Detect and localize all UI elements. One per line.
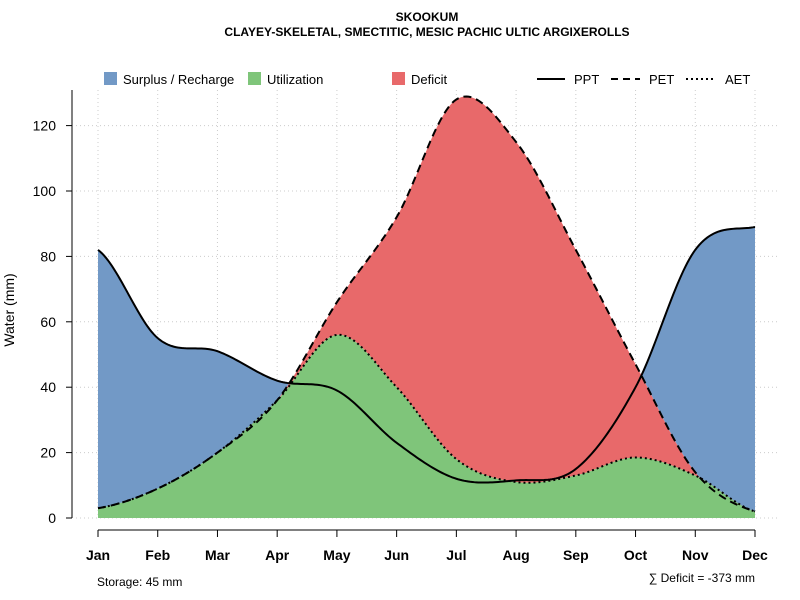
chart-subtitle: CLAYEY-SKELETAL, SMECTITIC, MESIC PACHIC… [224, 25, 629, 39]
series-line-ppt [97, 225, 756, 484]
x-tick-label-feb: Feb [145, 547, 170, 563]
area-surplus-recharge [98, 96, 755, 512]
chart-title: SKOOKUM [396, 10, 459, 24]
x-tick-label-jul: Jul [446, 547, 466, 563]
y-tick-label: 40 [40, 379, 56, 395]
x-tick-label-nov: Nov [682, 547, 709, 563]
deficit-label: ∑ Deficit = -373 mm [649, 571, 755, 585]
legend-label-ppt: PPT [574, 72, 599, 87]
x-tick-label-jan: Jan [86, 547, 110, 563]
legend-label-pet: PET [649, 72, 674, 87]
legend-swatch-utilization [248, 72, 261, 85]
series-line-aet [97, 333, 756, 513]
areas [98, 96, 755, 518]
x-tick-label-dec: Dec [742, 547, 768, 563]
x-tick-label-may: May [323, 547, 350, 563]
y-tick-label: 120 [33, 118, 57, 134]
series-lines [97, 95, 756, 513]
x-tick-label-jun: Jun [384, 547, 409, 563]
y-axis-label: Water (mm) [1, 273, 17, 346]
y-tick-label: 20 [40, 445, 56, 461]
x-tick-label-sep: Sep [563, 547, 589, 563]
x-tick-label-mar: Mar [205, 547, 230, 563]
area-utilization [98, 334, 755, 518]
area-deficit [98, 96, 755, 512]
axes: 0 20 40 60 80 100 120 Jan Feb Mar Apr May Jun Jul Aug S… [33, 90, 768, 563]
legend-swatch-surplus [104, 72, 117, 85]
legend: Surplus / Recharge Utilization Deficit P… [104, 72, 750, 87]
y-tick-label: 0 [48, 510, 56, 526]
legend-label-utilization: Utilization [267, 72, 323, 87]
storage-label: Storage: 45 mm [97, 575, 182, 589]
x-tick-label-apr: Apr [265, 547, 290, 563]
y-tick-label: 60 [40, 314, 56, 330]
legend-swatch-deficit [392, 72, 405, 85]
y-tick-label: 80 [40, 248, 56, 264]
legend-label-surplus: Surplus / Recharge [123, 72, 234, 87]
y-tick-label: 100 [33, 183, 57, 199]
x-tick-label-aug: Aug [502, 547, 529, 563]
legend-label-aet: AET [725, 72, 750, 87]
x-tick-label-oct: Oct [624, 547, 648, 563]
legend-label-deficit: Deficit [411, 72, 448, 87]
